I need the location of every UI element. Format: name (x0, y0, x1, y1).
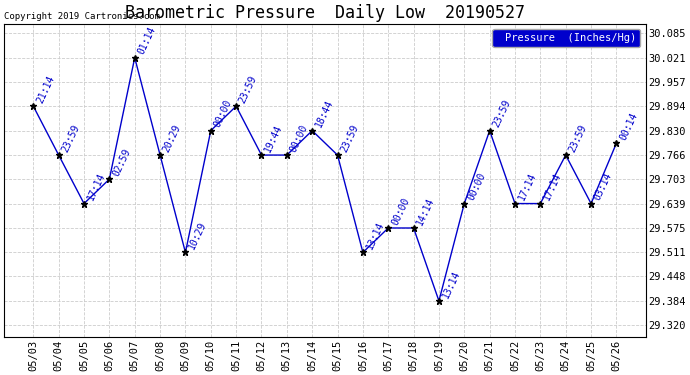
Title: Barometric Pressure  Daily Low  20190527: Barometric Pressure Daily Low 20190527 (125, 4, 525, 22)
Legend: Pressure  (Inches/Hg): Pressure (Inches/Hg) (493, 29, 640, 47)
Text: 00:00: 00:00 (466, 171, 487, 202)
Text: 00:14: 00:14 (618, 111, 639, 142)
Text: 13:14: 13:14 (364, 220, 386, 251)
Text: 18:44: 18:44 (313, 98, 335, 129)
Text: 03:14: 03:14 (593, 171, 614, 202)
Text: 23:59: 23:59 (60, 123, 81, 154)
Text: 23:59: 23:59 (567, 123, 589, 154)
Text: 00:00: 00:00 (390, 196, 411, 226)
Text: Copyright 2019 Cartronics.com: Copyright 2019 Cartronics.com (4, 12, 160, 21)
Text: 00:00: 00:00 (212, 98, 234, 129)
Text: 17:14: 17:14 (542, 171, 563, 202)
Text: 17:14: 17:14 (86, 171, 107, 202)
Text: 23:59: 23:59 (237, 74, 259, 105)
Text: 17:14: 17:14 (516, 171, 538, 202)
Text: 13:14: 13:14 (440, 268, 462, 300)
Text: 02:59: 02:59 (111, 147, 132, 178)
Text: 23:59: 23:59 (491, 98, 513, 129)
Text: 14:14: 14:14 (415, 196, 437, 226)
Text: 01:14: 01:14 (136, 26, 157, 56)
Text: 21:14: 21:14 (34, 74, 56, 105)
Text: 00:00: 00:00 (288, 123, 310, 154)
Text: 19:44: 19:44 (263, 123, 284, 154)
Text: 20:29: 20:29 (161, 123, 183, 154)
Text: 23:59: 23:59 (339, 123, 360, 154)
Text: 10:29: 10:29 (187, 220, 208, 251)
